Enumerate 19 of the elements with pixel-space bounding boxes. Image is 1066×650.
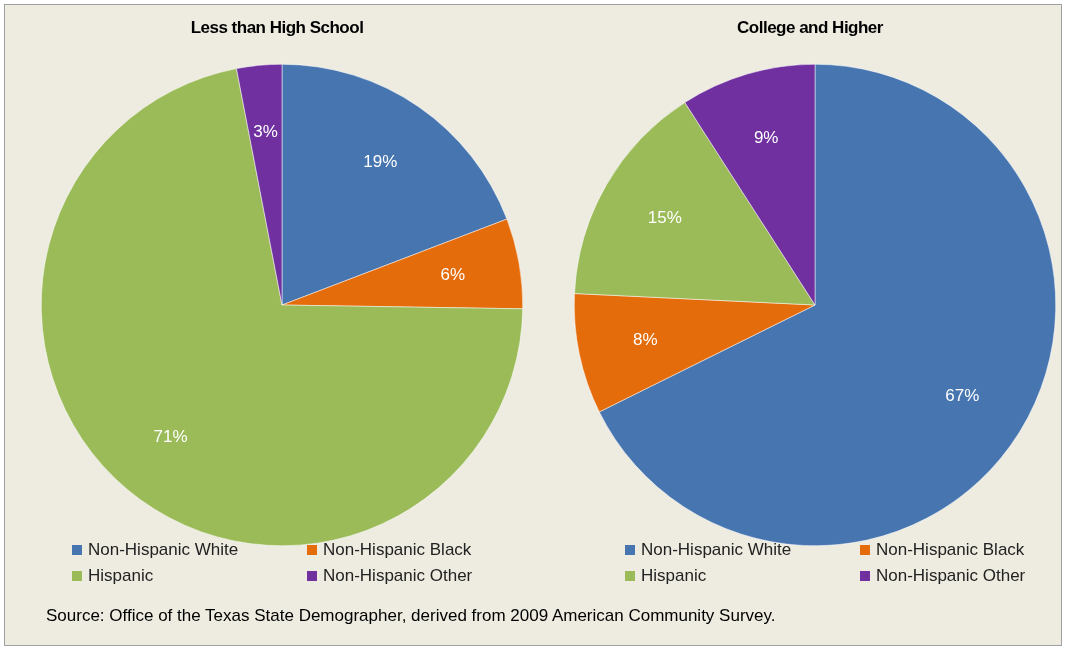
legend-label: Non-Hispanic White	[88, 540, 239, 559]
data-label: 19%	[363, 151, 398, 171]
data-label: 9%	[753, 128, 779, 148]
legend-label: Non-Hispanic Other	[323, 566, 473, 585]
chart-title: Less than High School	[189, 18, 365, 38]
data-label: 71%	[153, 427, 188, 447]
data-label: 3%	[253, 122, 278, 142]
data-label: 6%	[440, 264, 465, 284]
legend-label: Non-Hispanic Other	[876, 566, 1026, 585]
data-label: 8%	[633, 330, 658, 350]
legend-label: Hispanic	[641, 566, 707, 585]
legend-label: Hispanic	[88, 566, 154, 585]
legend-label: Non-Hispanic Black	[876, 540, 1025, 559]
legend-label: Non-Hispanic Black	[323, 540, 472, 559]
source-note: Source: Office of the Texas State Demographer, derived from 2009 American Community Survey.	[46, 606, 776, 626]
data-label: 15%	[647, 208, 682, 228]
legend-label: Non-Hispanic White	[641, 540, 792, 559]
chart-title: College and Higher	[736, 18, 884, 38]
data-label: 67%	[945, 386, 980, 406]
